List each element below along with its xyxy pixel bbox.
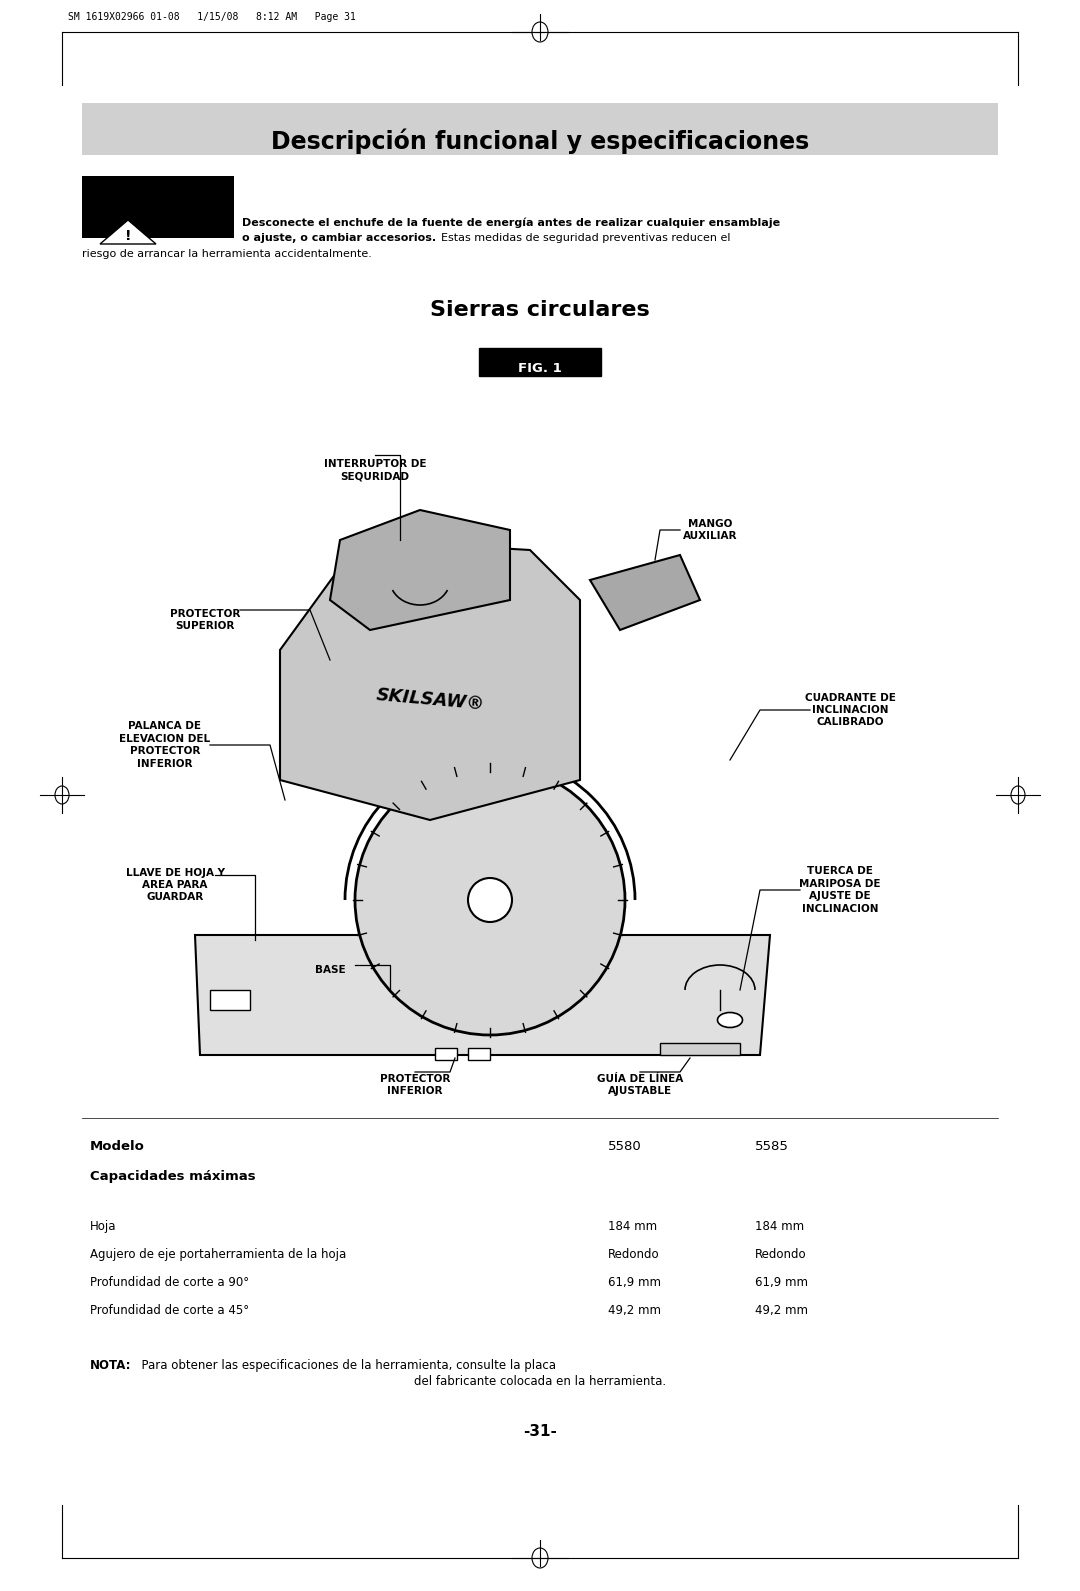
Circle shape [468, 878, 512, 923]
Text: PROTECTOR
SUPERIOR: PROTECTOR SUPERIOR [170, 609, 240, 632]
FancyBboxPatch shape [210, 990, 249, 1010]
Text: del fabricante colocada en la herramienta.: del fabricante colocada en la herramient… [414, 1375, 666, 1387]
Text: Sierras circulares: Sierras circulares [430, 301, 650, 320]
Text: 5580: 5580 [608, 1141, 642, 1153]
FancyBboxPatch shape [480, 348, 600, 375]
Polygon shape [100, 220, 156, 243]
Text: -31-: -31- [523, 1424, 557, 1438]
Text: PROTECTOR
INFERIOR: PROTECTOR INFERIOR [380, 1074, 450, 1096]
Polygon shape [330, 511, 510, 630]
Polygon shape [280, 539, 580, 819]
Text: !: ! [125, 229, 132, 243]
Text: 184 mm: 184 mm [608, 1220, 657, 1233]
Text: Descripción funcional y especificaciones: Descripción funcional y especificaciones [271, 129, 809, 154]
Text: CUADRANTE DE
INCLINACION
CALIBRADO: CUADRANTE DE INCLINACION CALIBRADO [805, 692, 895, 727]
FancyBboxPatch shape [82, 103, 998, 154]
Text: Estas medidas de seguridad preventivas reducen el: Estas medidas de seguridad preventivas r… [434, 232, 730, 243]
FancyBboxPatch shape [435, 1048, 457, 1060]
Text: TUERCA DE
MARIPOSA DE
AJUSTE DE
INCLINACION: TUERCA DE MARIPOSA DE AJUSTE DE INCLINAC… [799, 867, 881, 913]
Text: GUÍA DE LÍNEA
AJUSTABLE: GUÍA DE LÍNEA AJUSTABLE [597, 1074, 684, 1096]
Text: 5585: 5585 [755, 1141, 788, 1153]
Ellipse shape [717, 1012, 743, 1028]
Text: NOTA:: NOTA: [90, 1359, 132, 1371]
Text: Desconecte el enchufe de la fuente de energía antes de realizar cualquier ensamb: Desconecte el enchufe de la fuente de en… [242, 218, 780, 229]
Text: SKILSAW®: SKILSAW® [375, 686, 485, 714]
Circle shape [355, 765, 625, 1036]
FancyBboxPatch shape [660, 1044, 740, 1055]
Text: Profundidad de corte a 45°: Profundidad de corte a 45° [90, 1305, 249, 1317]
Text: ADVERTENCIA: ADVERTENCIA [160, 259, 253, 272]
Text: Capacidades máximas: Capacidades máximas [90, 1169, 256, 1184]
FancyBboxPatch shape [468, 1048, 490, 1060]
Text: Profundidad de corte a 90°: Profundidad de corte a 90° [90, 1276, 249, 1289]
Polygon shape [590, 555, 700, 630]
Text: SM 1619X02966 01-08   1/15/08   8:12 AM   Page 31: SM 1619X02966 01-08 1/15/08 8:12 AM Page… [68, 13, 356, 22]
Text: Para obtener las especificaciones de la herramienta, consulte la placa: Para obtener las especificaciones de la … [134, 1359, 556, 1371]
Polygon shape [195, 936, 770, 1055]
Text: Modelo: Modelo [90, 1141, 145, 1153]
Text: 184 mm: 184 mm [755, 1220, 805, 1233]
Text: INTERRUPTOR DE
SEQURIDAD: INTERRUPTOR DE SEQURIDAD [324, 458, 427, 480]
Text: Hoja: Hoja [90, 1220, 117, 1233]
Text: Redondo: Redondo [755, 1247, 807, 1262]
Text: 61,9 mm: 61,9 mm [755, 1276, 808, 1289]
Text: MANGO
AUXILIAR: MANGO AUXILIAR [683, 519, 738, 541]
Text: 49,2 mm: 49,2 mm [755, 1305, 808, 1317]
Text: riesgo de arrancar la herramienta accidentalmente.: riesgo de arrancar la herramienta accide… [82, 250, 372, 259]
Text: 61,9 mm: 61,9 mm [608, 1276, 661, 1289]
Text: Agujero de eje portaherramienta de la hoja: Agujero de eje portaherramienta de la ho… [90, 1247, 347, 1262]
Text: PALANCA DE
ELEVACION DEL
PROTECTOR
INFERIOR: PALANCA DE ELEVACION DEL PROTECTOR INFER… [120, 721, 211, 768]
Text: Redondo: Redondo [608, 1247, 660, 1262]
Text: BASE: BASE [314, 966, 346, 975]
Text: 49,2 mm: 49,2 mm [608, 1305, 661, 1317]
Text: o ajuste, o cambiar accesorios.: o ajuste, o cambiar accesorios. [242, 232, 436, 243]
FancyBboxPatch shape [82, 177, 234, 239]
Text: FIG. 1: FIG. 1 [518, 363, 562, 375]
Text: LLAVE DE HOJA Y
AREA PARA
GUARDAR: LLAVE DE HOJA Y AREA PARA GUARDAR [125, 867, 225, 902]
